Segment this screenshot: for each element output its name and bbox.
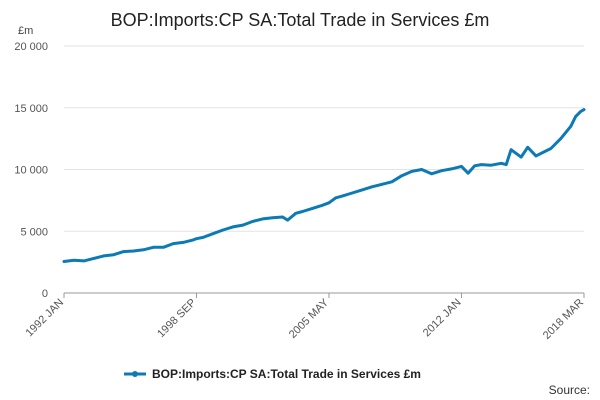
data-point <box>327 201 331 205</box>
y-tick-label: 15 000 <box>14 103 48 115</box>
data-point <box>201 236 205 239</box>
data-point <box>466 171 470 175</box>
data-point <box>112 253 115 256</box>
data-point <box>334 196 337 200</box>
data-point <box>559 137 563 140</box>
data-point <box>294 212 298 215</box>
series-group <box>62 108 586 263</box>
data-point <box>450 167 453 171</box>
data-point <box>380 183 384 186</box>
y-axis-unit: £m <box>18 25 33 37</box>
data-point <box>211 232 215 235</box>
y-tick-label: 20 000 <box>14 41 48 53</box>
data-point <box>162 246 165 249</box>
x-tick-label: 2005 MAY <box>287 296 332 341</box>
data-point <box>390 180 394 184</box>
data-point <box>549 147 553 150</box>
legend[interactable]: BOP:Imports:CP SA:Total Trade in Service… <box>124 367 421 381</box>
y-tick-label: 0 <box>42 288 48 300</box>
legend-swatch-marker <box>132 371 138 377</box>
data-point <box>519 155 523 159</box>
data-point <box>499 162 503 165</box>
data-point <box>490 163 493 167</box>
data-point <box>62 260 66 263</box>
data-point <box>72 259 76 262</box>
y-tick-label: 5 000 <box>20 226 48 238</box>
gridlines <box>64 45 584 294</box>
data-point <box>340 194 344 198</box>
y-axis-ticks: 0 5 000 10 000 15 000 20 000 <box>14 41 48 300</box>
data-point <box>311 207 314 210</box>
data-point <box>82 259 86 263</box>
data-point <box>251 220 255 223</box>
data-point <box>195 237 198 240</box>
data-point <box>579 110 582 113</box>
x-axis: 1992 JAN 1998 SEP 2005 MAY 2012 JAN 2018 MAR <box>23 293 586 342</box>
data-point <box>92 257 96 260</box>
data-point <box>360 188 364 192</box>
data-point <box>301 210 304 213</box>
data-point <box>132 249 135 253</box>
data-point <box>281 215 284 219</box>
data-point <box>420 168 424 171</box>
data-point <box>473 164 477 168</box>
data-point <box>321 204 324 207</box>
data-point <box>181 241 185 244</box>
data-point <box>539 152 543 155</box>
data-point <box>504 163 508 166</box>
x-tick-label: 2012 JAN <box>421 297 464 340</box>
data-point <box>271 216 275 219</box>
chart-title: BOP:Imports:CP SA:Total Trade in Service… <box>111 10 490 30</box>
data-point <box>410 170 414 173</box>
data-point <box>102 254 105 258</box>
data-point <box>569 125 573 128</box>
series-line <box>62 108 586 263</box>
data-point <box>440 169 443 172</box>
x-tick-label: 2018 MAR <box>541 297 586 342</box>
data-point <box>582 108 586 111</box>
x-tick-label: 1992 JAN <box>23 297 66 340</box>
legend-label: BOP:Imports:CP SA:Total Trade in Service… <box>152 367 421 381</box>
data-point <box>286 218 289 222</box>
data-point <box>191 238 195 242</box>
data-point <box>350 191 354 195</box>
x-tick-label: 1998 SEP <box>155 297 199 341</box>
data-point <box>430 172 433 176</box>
y-tick-label: 10 000 <box>14 165 48 177</box>
data-point <box>526 146 529 149</box>
data-point <box>142 248 145 252</box>
data-point <box>221 228 225 232</box>
data-point <box>122 250 125 253</box>
data-point <box>152 246 155 249</box>
data-point <box>574 115 577 118</box>
data-point <box>460 165 463 168</box>
data-point <box>241 223 245 227</box>
data-point <box>261 217 265 221</box>
data-point <box>400 174 404 177</box>
source-label: Source: <box>549 383 590 397</box>
data-point <box>231 225 235 229</box>
data-point <box>480 163 483 166</box>
data-point <box>509 148 513 151</box>
data-point <box>172 242 175 245</box>
data-point <box>534 154 538 158</box>
data-point <box>370 185 374 189</box>
